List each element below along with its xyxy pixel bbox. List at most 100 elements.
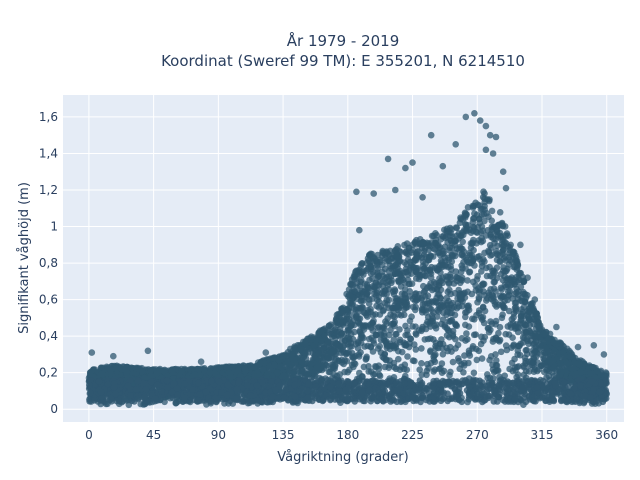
data-point: [478, 333, 485, 341]
data-point: [386, 262, 394, 270]
data-point: [475, 295, 483, 303]
data-point: [495, 382, 503, 390]
data-point: [514, 371, 522, 379]
data-point: [368, 324, 375, 332]
data-point: [375, 365, 383, 373]
data-point: [401, 291, 409, 299]
data-point: [349, 353, 356, 361]
data-point: [280, 372, 288, 379]
data-point: [474, 223, 482, 231]
data-point: [451, 252, 459, 260]
data-point: [390, 336, 398, 343]
data-point: [532, 332, 539, 340]
data-point: [419, 271, 426, 279]
data-point: [464, 277, 471, 284]
data-point: [452, 268, 460, 275]
data-point: [420, 247, 428, 255]
data-point: [428, 312, 436, 319]
data-point: [462, 227, 469, 234]
data-point: [141, 374, 148, 382]
data-point: [369, 268, 377, 276]
data-point: [365, 296, 373, 303]
data-point: [444, 273, 452, 281]
data-point: [393, 252, 400, 259]
data-point: [563, 360, 571, 367]
data-point: [514, 323, 522, 331]
data-point: [473, 276, 481, 283]
data-point: [436, 282, 443, 290]
data-point: [497, 348, 505, 356]
data-point: [488, 217, 496, 224]
data-point: [487, 318, 494, 325]
data-point: [489, 361, 496, 369]
data-point: [487, 230, 495, 238]
data-point: [550, 365, 558, 372]
data-point: [104, 364, 112, 371]
data-point: [459, 302, 466, 310]
data-point: [346, 299, 353, 307]
data-point: [424, 292, 432, 300]
data-point: [402, 342, 410, 349]
data-point: [382, 287, 389, 294]
data-point: [479, 227, 487, 234]
data-point: [498, 301, 506, 308]
data-point: [405, 267, 413, 274]
data-point: [320, 332, 327, 340]
chart-title-line2: Koordinat (Sweref 99 TM): E 355201, N 62…: [161, 52, 525, 70]
data-point: [417, 240, 425, 247]
data-point: [332, 361, 339, 369]
data-point: [369, 283, 377, 290]
data-point: [280, 352, 288, 360]
data-point: [492, 317, 500, 325]
data-point: [360, 309, 368, 316]
data-point: [566, 347, 573, 355]
data-point: [509, 252, 516, 259]
data-point: [406, 258, 414, 266]
data-point: [298, 358, 306, 366]
data-point: [430, 353, 437, 361]
data-point: [415, 327, 423, 334]
data-point: [459, 216, 467, 223]
data-point: [491, 278, 499, 286]
data-point: [372, 311, 379, 318]
data-point: [436, 275, 443, 282]
data-point: [359, 324, 367, 331]
data-point: [427, 347, 434, 355]
data-point: [375, 273, 382, 280]
data-point: [453, 273, 461, 281]
data-point: [514, 295, 522, 302]
data-point: [487, 286, 494, 293]
data-point: [357, 276, 365, 284]
data-point: [379, 268, 386, 276]
data-point: [480, 255, 487, 263]
data-point: [348, 361, 356, 369]
data-point: [431, 239, 439, 247]
data-point: [507, 241, 514, 249]
data-point: [470, 369, 478, 377]
data-point: [497, 294, 505, 302]
data-point: [508, 316, 516, 323]
data-point: [374, 251, 382, 259]
data-point: [375, 323, 383, 331]
data-point: [139, 367, 146, 375]
data-point: [453, 305, 461, 312]
data-point: [409, 295, 417, 303]
data-point: [333, 341, 341, 348]
data-point: [156, 367, 164, 374]
data-point: [381, 350, 389, 358]
data-point: [339, 304, 347, 312]
data-point: [496, 221, 504, 229]
data-point: [390, 290, 398, 298]
data-point: [412, 268, 420, 276]
data-point: [286, 370, 293, 377]
data-point: [502, 342, 510, 349]
data-point: [473, 356, 481, 364]
data-point: [493, 357, 500, 364]
data-point: [477, 340, 485, 348]
data-point: [215, 364, 222, 371]
data-point: [514, 342, 522, 350]
data-point: [405, 244, 413, 252]
data-point: [379, 261, 386, 269]
data-point: [395, 304, 403, 312]
